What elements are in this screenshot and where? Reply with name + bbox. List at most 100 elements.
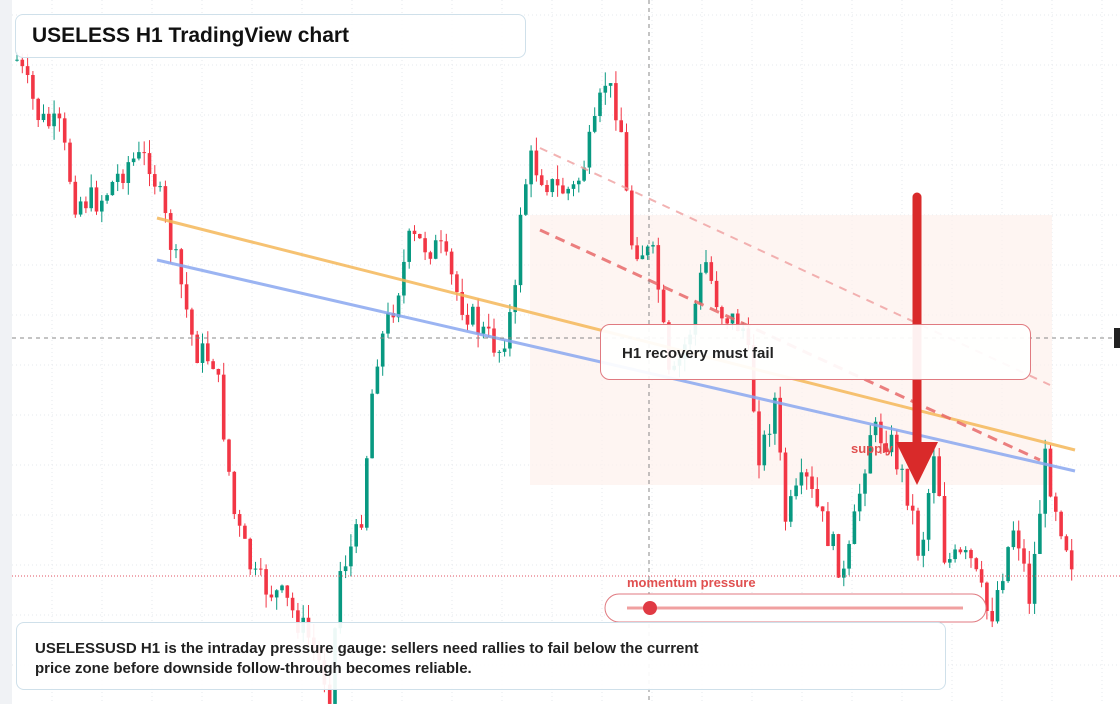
candle-body: [1032, 553, 1037, 604]
candle-body: [794, 485, 798, 497]
candle-body: [471, 306, 475, 325]
candle-body: [131, 158, 136, 163]
candle-body: [47, 113, 51, 127]
candle-body: [916, 510, 920, 556]
title: USELESS H1 TradingView chart: [32, 24, 350, 47]
candle-body: [773, 397, 777, 434]
candle-body: [349, 546, 353, 567]
candle-body: [842, 568, 846, 578]
candle-body: [592, 116, 597, 132]
candle-body: [211, 361, 215, 369]
candle-body: [492, 328, 496, 353]
candle-body: [868, 435, 873, 474]
candle-body: [285, 585, 290, 598]
candle-body: [926, 493, 931, 540]
candle-body: [736, 313, 740, 331]
candle-body: [1054, 496, 1058, 512]
candle-body: [455, 274, 459, 293]
candle-body: [428, 252, 433, 259]
candle-body: [1001, 581, 1005, 591]
candle-body: [852, 511, 857, 544]
candle-body: [985, 582, 989, 612]
candle-body: [25, 66, 30, 76]
candle-body: [539, 175, 544, 185]
candle-body: [486, 326, 491, 329]
candle-body: [365, 458, 369, 528]
candle-body: [253, 568, 258, 570]
price-marker: [1114, 328, 1120, 348]
candle-body: [529, 150, 533, 185]
candle-body: [693, 303, 698, 335]
candle-body: [41, 113, 46, 121]
candle-body: [269, 594, 274, 598]
candle-body: [62, 118, 67, 143]
candle-body: [810, 476, 814, 490]
candle-body: [624, 132, 629, 191]
caption: USELESSUSD H1 is the intraday pressure g…: [35, 640, 699, 677]
candle-body: [423, 238, 427, 253]
title-box: USELESS H1 TradingView chart: [15, 14, 526, 58]
candle-body: [386, 312, 390, 334]
candle-body: [78, 201, 83, 215]
candle-body: [799, 472, 804, 486]
candle-body: [831, 534, 835, 547]
candle-body: [720, 307, 724, 319]
candle-body: [327, 684, 332, 704]
candle-body: [1027, 563, 1032, 604]
candle-body: [296, 610, 300, 633]
candle-body: [619, 120, 623, 133]
candle-body: [714, 280, 719, 308]
candle-body: [661, 289, 666, 323]
candle-body: [1011, 530, 1016, 548]
candle-body: [789, 496, 793, 522]
candle-body: [820, 506, 825, 512]
gauge-knob: [643, 601, 657, 615]
candle-body: [449, 251, 454, 275]
gauge-label: momentum pressure: [627, 575, 756, 590]
candle-body: [614, 83, 618, 121]
candle-body: [137, 152, 141, 159]
candle-body: [147, 153, 152, 175]
candle-body: [1006, 547, 1010, 582]
candle-body: [757, 411, 761, 466]
candle-body: [375, 366, 380, 394]
candle-body: [15, 59, 19, 61]
candle-body: [937, 456, 941, 496]
candle-body: [168, 213, 173, 250]
candle-body: [635, 245, 639, 260]
candle-body: [518, 214, 523, 286]
candle-body: [121, 173, 125, 183]
candle-body: [603, 85, 608, 93]
candle-body: [1059, 511, 1063, 537]
candle-body: [36, 98, 40, 121]
candle-body: [783, 452, 788, 522]
candle-body: [338, 571, 343, 629]
candle-body: [94, 187, 99, 212]
candle-body: [68, 142, 72, 182]
candle-body: [163, 186, 168, 214]
candle-body: [1022, 548, 1026, 564]
candle-body: [889, 434, 894, 453]
candle-body: [778, 397, 782, 453]
zone-label: supply: [851, 441, 894, 456]
note: H1 recovery must fail: [622, 345, 774, 362]
candle-body: [900, 468, 904, 470]
candle-body: [873, 421, 878, 436]
candle-body: [142, 152, 146, 154]
candle-body: [412, 230, 417, 235]
candle-body: [100, 200, 104, 212]
candle-body: [762, 434, 767, 466]
candle-body: [343, 566, 348, 572]
candle-body: [1069, 550, 1074, 570]
candle-body: [190, 309, 194, 335]
candle-body: [974, 558, 979, 570]
candle-body: [439, 240, 443, 242]
candle-body: [359, 524, 364, 528]
candle-body: [863, 473, 867, 494]
candle-body: [508, 312, 512, 349]
candle-body: [608, 83, 613, 86]
candle-body: [57, 113, 62, 119]
candle-body: [174, 249, 178, 251]
candle-body: [550, 179, 555, 193]
